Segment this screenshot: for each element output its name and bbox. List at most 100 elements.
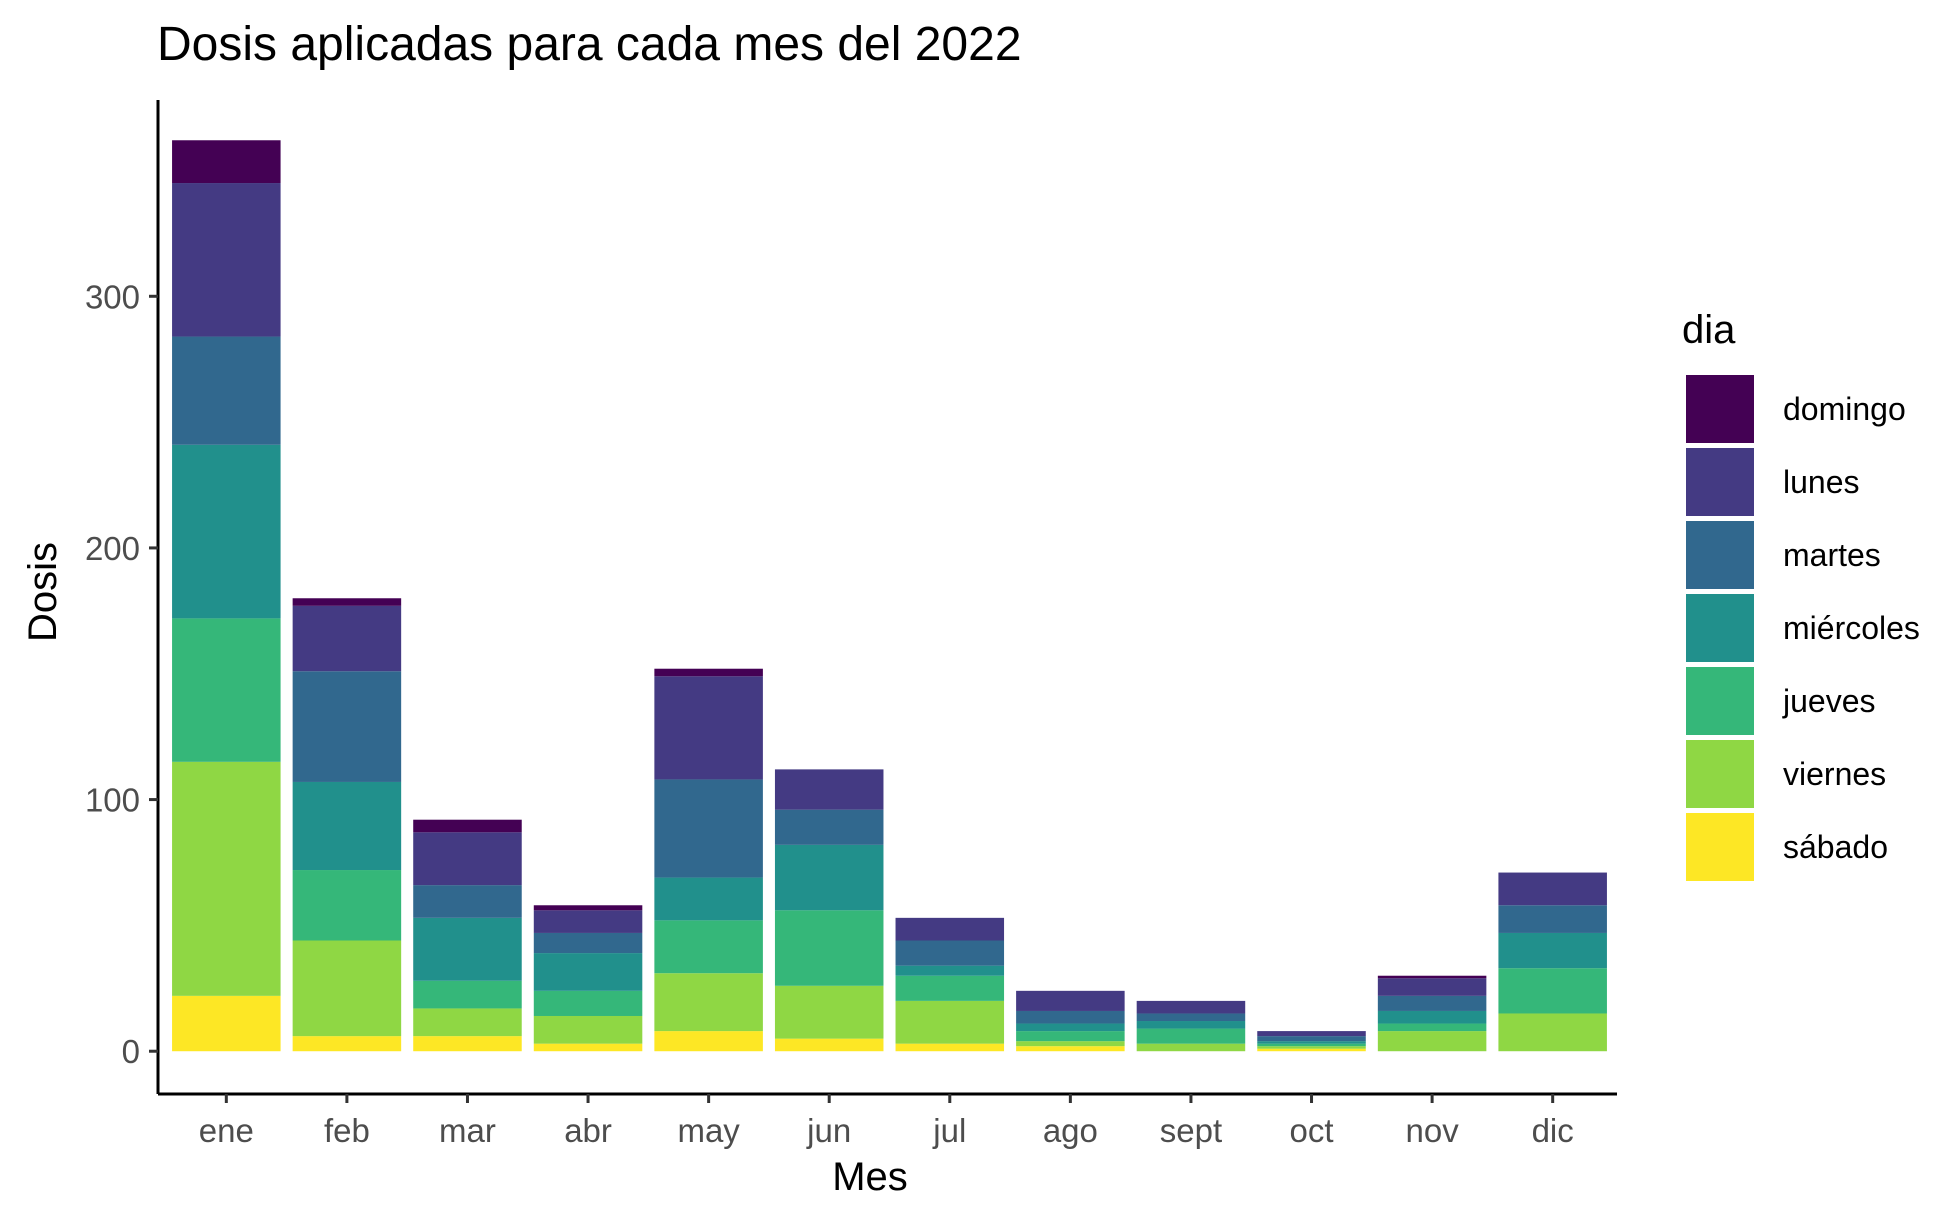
- bar-jun-jueves: [774, 910, 884, 986]
- bar-nov-jueves: [1377, 1023, 1487, 1032]
- bar-jun-viernes: [774, 985, 884, 1039]
- bar-ene-martes: [172, 336, 281, 445]
- bar-ago-jueves: [1016, 1031, 1125, 1042]
- x-tick-label: ene: [199, 1112, 254, 1149]
- bar-jul-miércoles: [895, 965, 1005, 976]
- legend-swatch-jueves: [1686, 667, 1754, 735]
- bar-mar-viernes: [413, 1008, 522, 1037]
- y-tick-label: 200: [85, 530, 140, 567]
- bar-abr-martes: [533, 932, 643, 954]
- bar-may-miércoles: [654, 877, 763, 921]
- y-tick-label: 100: [85, 782, 140, 819]
- bar-jul-lunes: [895, 917, 1005, 941]
- bar-dic-martes: [1498, 905, 1607, 933]
- bar-may-martes: [654, 779, 763, 878]
- legend-swatch-viernes: [1686, 740, 1754, 808]
- bar-sept-miércoles: [1136, 1021, 1246, 1029]
- legend-label-domingo: domingo: [1783, 391, 1906, 427]
- bar-sept-martes: [1136, 1013, 1246, 1022]
- x-tick-label: oct: [1290, 1112, 1334, 1149]
- y-axis-title: Dosis: [21, 542, 65, 642]
- legend-swatch-martes: [1686, 521, 1754, 589]
- bar-oct-sábado: [1257, 1048, 1366, 1052]
- bar-may-viernes: [654, 973, 763, 1032]
- x-tick-label: abr: [564, 1112, 612, 1149]
- bar-abr-jueves: [533, 990, 643, 1016]
- x-tick-label: mar: [439, 1112, 496, 1149]
- x-tick-label: ago: [1043, 1112, 1098, 1149]
- bar-abr-viernes: [533, 1015, 643, 1044]
- bar-ene-jueves: [172, 618, 281, 762]
- y-axis-ticks: 0 100 200 300: [85, 278, 158, 1070]
- bar-jun-martes: [774, 809, 884, 845]
- bar-jun-sábado: [774, 1038, 884, 1052]
- bar-oct-jueves: [1257, 1043, 1366, 1047]
- bar-ago-sábado: [1016, 1046, 1125, 1052]
- bar-jul-viernes: [895, 1000, 1005, 1044]
- bar-ene-miércoles: [172, 444, 281, 619]
- chart-title: Dosis aplicadas para cada mes del 2022: [157, 18, 1022, 71]
- bar-mar-domingo: [413, 819, 522, 833]
- bar-mar-martes: [413, 885, 522, 918]
- bar-sept-lunes: [1136, 1000, 1246, 1014]
- bar-feb-sábado: [292, 1036, 402, 1052]
- bar-oct-martes: [1257, 1036, 1366, 1042]
- bar-may-domingo: [654, 668, 763, 677]
- x-tick-label: nov: [1405, 1112, 1459, 1149]
- bar-jul-jueves: [895, 975, 1005, 1001]
- legend-label-sábado: sábado: [1783, 829, 1888, 865]
- bar-ene-viernes: [172, 761, 281, 996]
- bar-nov-lunes: [1377, 978, 1487, 996]
- bar-may-sábado: [654, 1031, 763, 1052]
- bar-dic-lunes: [1498, 872, 1607, 906]
- bar-ene-lunes: [172, 183, 281, 337]
- bar-abr-domingo: [533, 905, 643, 911]
- bar-dic-viernes: [1498, 1013, 1607, 1052]
- x-axis-title: Mes: [832, 1155, 908, 1199]
- bar-feb-viernes: [292, 940, 402, 1037]
- legend-label-lunes: lunes: [1783, 464, 1860, 500]
- y-tick-label: 0: [122, 1033, 140, 1070]
- bar-jul-martes: [895, 940, 1005, 966]
- bar-may-lunes: [654, 676, 763, 780]
- bar-feb-lunes: [292, 605, 402, 672]
- legend-label-martes: martes: [1783, 537, 1881, 573]
- bar-ene-sábado: [172, 995, 281, 1052]
- legend-label-viernes: viernes: [1783, 756, 1886, 792]
- bar-dic-miércoles: [1498, 932, 1607, 969]
- x-tick-label: may: [677, 1112, 740, 1149]
- bar-oct-viernes: [1257, 1046, 1366, 1049]
- bar-nov-viernes: [1377, 1031, 1487, 1052]
- x-tick-label: jul: [932, 1112, 966, 1149]
- bar-abr-sábado: [533, 1043, 643, 1052]
- bar-mar-lunes: [413, 832, 522, 886]
- x-tick-label: feb: [324, 1112, 370, 1149]
- bar-sept-viernes: [1136, 1043, 1246, 1052]
- legend-label-jueves: jueves: [1782, 683, 1876, 719]
- bar-nov-domingo: [1377, 975, 1487, 979]
- x-tick-label: jun: [806, 1112, 851, 1149]
- bar-nov-miércoles: [1377, 1010, 1487, 1024]
- legend-swatch-lunes: [1686, 448, 1754, 516]
- bar-abr-miércoles: [533, 953, 643, 991]
- legend-label-miércoles: miércoles: [1783, 610, 1920, 646]
- bar-ene-domingo: [172, 140, 281, 184]
- bar-feb-martes: [292, 671, 402, 782]
- bar-may-jueves: [654, 920, 763, 974]
- x-tick-label: dic: [1532, 1112, 1574, 1149]
- bar-oct-lunes: [1257, 1031, 1366, 1037]
- legend-swatch-sábado: [1686, 813, 1754, 881]
- legend-swatch-domingo: [1686, 375, 1754, 443]
- y-tick-label: 300: [85, 278, 140, 315]
- bar-mar-sábado: [413, 1036, 522, 1052]
- bar-feb-domingo: [292, 598, 402, 606]
- bar-mar-jueves: [413, 980, 522, 1009]
- bar-ago-miércoles: [1016, 1023, 1125, 1032]
- bar-ago-viernes: [1016, 1041, 1125, 1047]
- bar-feb-miércoles: [292, 781, 402, 871]
- bar-ago-martes: [1016, 1010, 1125, 1024]
- bar-feb-jueves: [292, 870, 402, 941]
- bar-nov-martes: [1377, 995, 1487, 1011]
